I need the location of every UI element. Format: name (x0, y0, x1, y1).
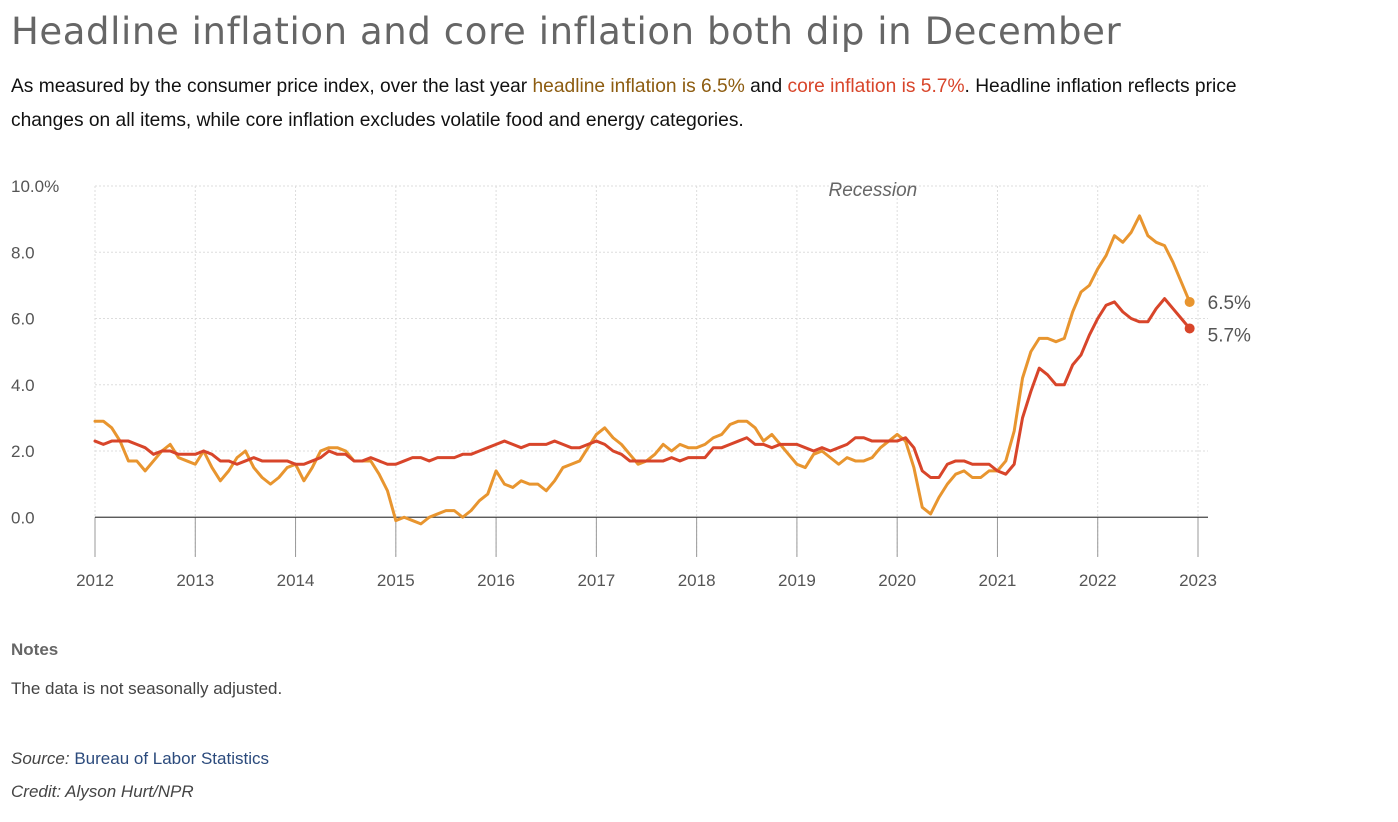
x-tick-label: 2021 (979, 571, 1017, 590)
headline-end-point (1184, 296, 1195, 307)
recession-annotation: Recession (829, 180, 918, 201)
core-end-label: 5.7% (1208, 325, 1251, 346)
y-tick-label: 0.0 (11, 508, 35, 527)
headline-end-label: 6.5% (1208, 293, 1251, 314)
x-tick-label: 2015 (377, 571, 415, 590)
headline-inflation-line (93, 214, 1192, 526)
inflation-line-chart: 10.0%8.06.04.02.00.0 2012 2013 2014 2015 201… (11, 177, 1251, 590)
y-tick-label: 10.0% (11, 177, 59, 196)
grid-lines (94, 185, 1208, 557)
subtitle-headline-highlight: headline inflation is 6.5% (532, 76, 745, 97)
x-tick-label: 2012 (76, 571, 114, 590)
x-tick-label: 2019 (778, 571, 816, 590)
chart-title: Headline inflation and core inflation bo… (11, 10, 1122, 53)
x-tick-label: 2013 (176, 571, 214, 590)
x-tick-label: 2020 (878, 571, 916, 590)
chart-subtitle: As measured by the consumer price index,… (11, 70, 1396, 138)
subtitle-intro: As measured by the consumer price index,… (11, 76, 533, 97)
subtitle-line2: changes on all items, while core inflati… (11, 110, 744, 131)
y-tick-label: 4.0 (11, 376, 35, 395)
notes-text: The data is not seasonally adjusted. (11, 679, 283, 698)
y-axis-ticks: 10.0% 8.0 6.0 4.0 2.0 0.0 (11, 177, 59, 527)
core-end-point (1184, 323, 1195, 334)
credit-line: Credit: Alyson Hurt/NPR (11, 782, 194, 801)
subtitle-core-highlight: core inflation is 5.7% (787, 76, 965, 97)
y-tick-label: 2.0 (11, 442, 35, 461)
x-tick-label: 2014 (277, 571, 315, 590)
x-tick-label: 2018 (678, 571, 716, 590)
source-link[interactable]: Bureau of Labor Statistics (74, 749, 269, 768)
y-tick-label: 8.0 (11, 243, 35, 262)
source-line: Source: Bureau of Labor Statistics (11, 749, 269, 769)
subtitle-line1-end: . Headline inflation reflects price (964, 76, 1237, 97)
notes-heading: Notes (11, 640, 59, 659)
x-tick-label: 2022 (1079, 571, 1117, 590)
core-inflation-line (93, 297, 1192, 479)
source-label: Source: (11, 749, 70, 768)
y-tick-label: 6.0 (11, 310, 35, 329)
x-tick-label: 2017 (577, 571, 615, 590)
subtitle-connector: and (744, 76, 788, 97)
x-tick-label: 2023 (1179, 571, 1217, 590)
x-tick-label: 2016 (477, 571, 515, 590)
x-axis-ticks: 2012 2013 2014 2015 2016 2017 2018 2019 2020 2021… (76, 517, 1217, 590)
